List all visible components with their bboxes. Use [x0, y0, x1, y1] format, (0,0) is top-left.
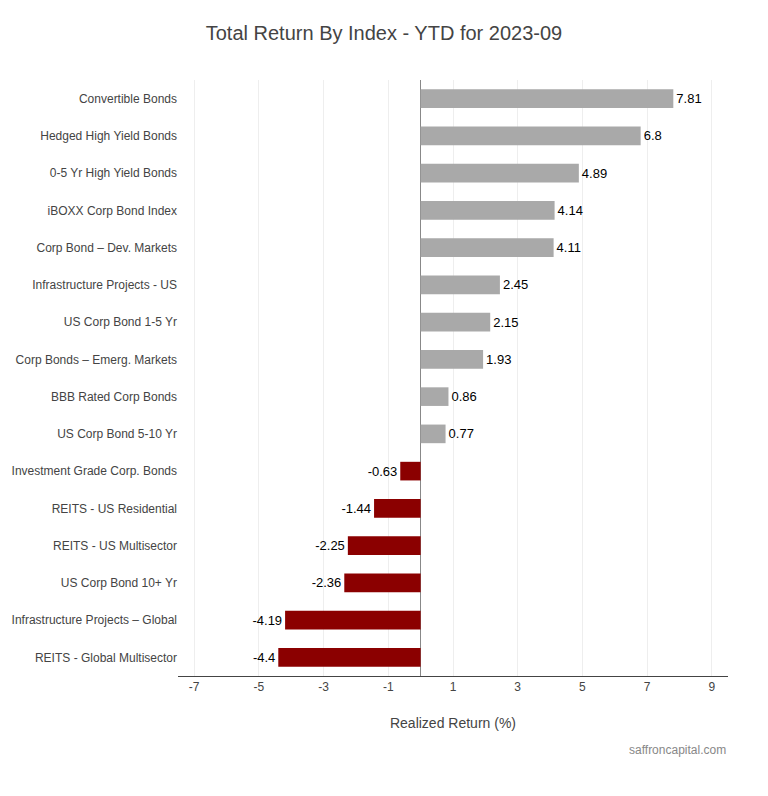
svg-text:-3: -3: [318, 680, 329, 694]
svg-text:Investment Grade Corp. Bonds: Investment Grade Corp. Bonds: [12, 464, 177, 478]
svg-text:REITS - Global Multisector: REITS - Global Multisector: [35, 651, 177, 665]
svg-text:REITS - US Residential: REITS - US Residential: [52, 502, 177, 516]
svg-text:7: 7: [644, 680, 651, 694]
svg-text:-4.4: -4.4: [253, 650, 275, 665]
svg-text:2.15: 2.15: [493, 315, 518, 330]
svg-text:Total Return By Index - YTD fo: Total Return By Index - YTD for 2023-09: [206, 22, 562, 44]
svg-text:4.89: 4.89: [582, 166, 607, 181]
svg-text:Infrastructure Projects - US: Infrastructure Projects - US: [32, 278, 177, 292]
svg-text:Hedged High Yield Bonds: Hedged High Yield Bonds: [40, 129, 177, 143]
svg-text:7.81: 7.81: [676, 91, 701, 106]
svg-text:0-5 Yr High Yield Bonds: 0-5 Yr High Yield Bonds: [50, 166, 177, 180]
svg-text:-4.19: -4.19: [252, 613, 282, 628]
svg-text:4.11: 4.11: [557, 240, 581, 255]
svg-text:REITS - US Multisector: REITS - US Multisector: [53, 539, 177, 553]
svg-text:Infrastructure Projects – Glob: Infrastructure Projects – Global: [12, 613, 177, 627]
svg-text:0.86: 0.86: [451, 389, 476, 404]
svg-text:-5: -5: [254, 680, 265, 694]
svg-text:BBB Rated Corp Bonds: BBB Rated Corp Bonds: [51, 390, 177, 404]
svg-text:saffroncapital.com: saffroncapital.com: [629, 743, 726, 757]
svg-text:Convertible Bonds: Convertible Bonds: [79, 92, 177, 106]
svg-text:6.8: 6.8: [644, 128, 662, 143]
svg-text:1.93: 1.93: [486, 352, 511, 367]
svg-text:-1.44: -1.44: [341, 501, 371, 516]
svg-text:iBOXX Corp Bond Index: iBOXX Corp Bond Index: [48, 204, 177, 218]
svg-text:1: 1: [450, 680, 457, 694]
svg-text:-2.36: -2.36: [312, 575, 342, 590]
svg-text:Realized Return (%): Realized Return (%): [390, 715, 516, 731]
svg-text:-7: -7: [189, 680, 200, 694]
svg-text:US Corp Bond 10+ Yr: US Corp Bond 10+ Yr: [61, 576, 177, 590]
svg-text:US Corp Bond 5-10 Yr: US Corp Bond 5-10 Yr: [57, 427, 177, 441]
svg-text:Corp Bonds – Emerg. Markets: Corp Bonds – Emerg. Markets: [16, 353, 177, 367]
svg-text:4.14: 4.14: [558, 203, 583, 218]
svg-text:5: 5: [579, 680, 586, 694]
svg-text:3: 3: [514, 680, 521, 694]
svg-text:-0.63: -0.63: [368, 464, 398, 479]
svg-text:0.77: 0.77: [449, 426, 474, 441]
svg-text:Corp Bond – Dev. Markets: Corp Bond – Dev. Markets: [36, 241, 177, 255]
svg-text:-1: -1: [383, 680, 394, 694]
svg-text:US Corp Bond 1-5 Yr: US Corp Bond 1-5 Yr: [64, 315, 177, 329]
svg-text:2.45: 2.45: [503, 277, 528, 292]
svg-text:-2.25: -2.25: [315, 538, 345, 553]
svg-text:9: 9: [708, 680, 715, 694]
